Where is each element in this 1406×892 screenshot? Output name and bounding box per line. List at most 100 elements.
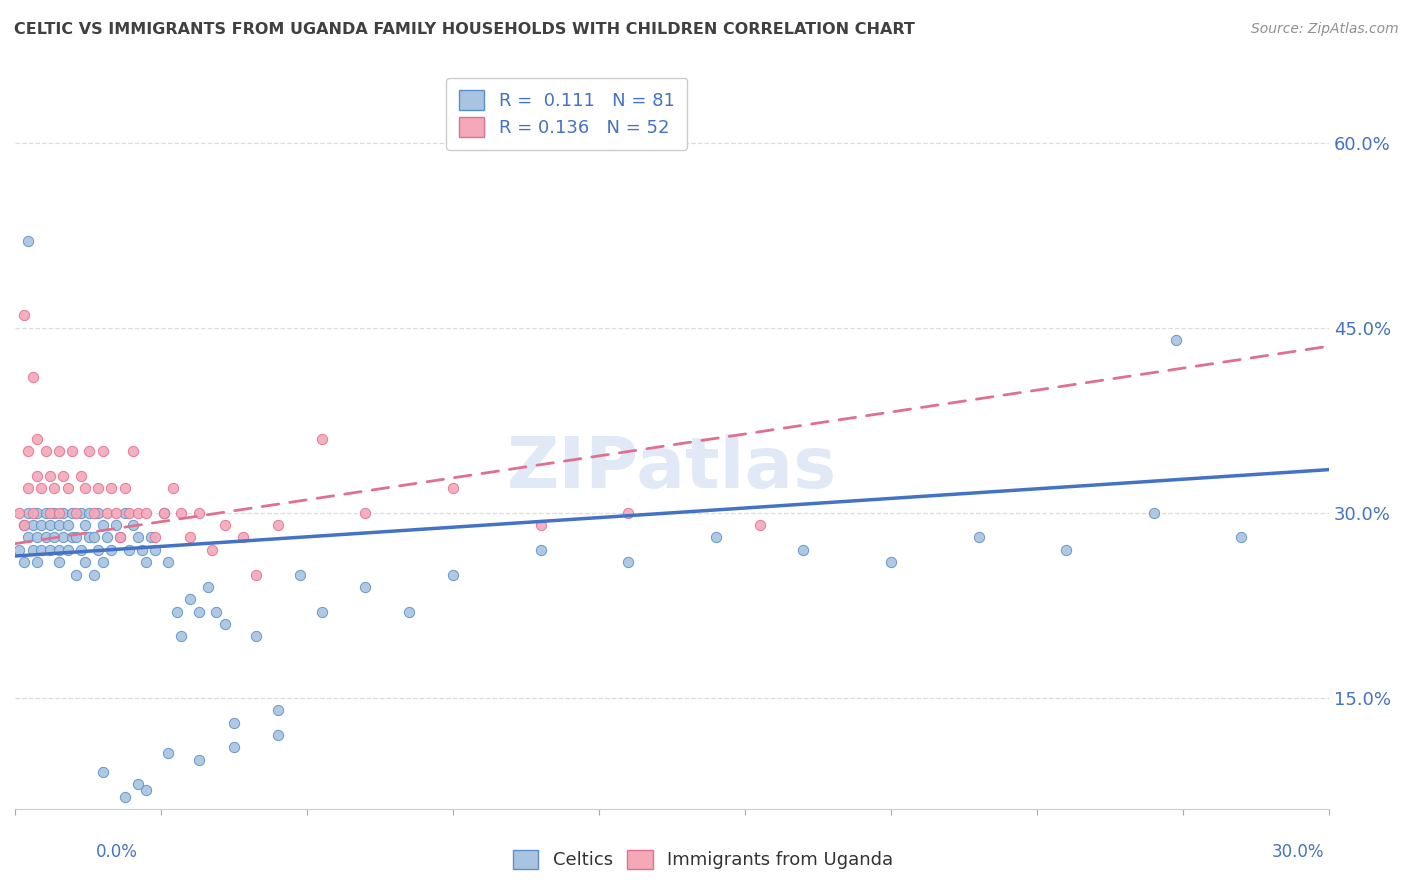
Point <box>52 468 75 483</box>
Point <box>166 605 188 619</box>
Point <box>60 531 83 545</box>
Point <box>143 542 166 557</box>
Point <box>157 555 180 569</box>
Point <box>65 531 87 545</box>
Point <box>75 555 97 569</box>
Point <box>267 518 290 533</box>
Point <box>311 605 333 619</box>
Point <box>354 580 377 594</box>
Point <box>245 567 267 582</box>
Point <box>232 531 254 545</box>
Point <box>205 605 228 619</box>
Point <box>162 481 184 495</box>
Point <box>44 506 66 520</box>
Text: Source: ZipAtlas.com: Source: ZipAtlas.com <box>1251 22 1399 37</box>
Point <box>13 555 35 569</box>
Point <box>157 747 180 761</box>
Point <box>880 555 903 569</box>
Point <box>135 506 157 520</box>
Point <box>25 531 48 545</box>
Point <box>30 518 52 533</box>
Point <box>91 444 114 458</box>
Point <box>122 518 145 533</box>
Point <box>21 370 44 384</box>
Point <box>17 481 39 495</box>
Point <box>704 531 727 545</box>
Point <box>197 580 219 594</box>
Point <box>48 506 70 520</box>
Point <box>13 518 35 533</box>
Point <box>267 703 290 717</box>
Point <box>245 629 267 643</box>
Point <box>75 518 97 533</box>
Point <box>127 506 149 520</box>
Legend: Celtics, Immigrants from Uganda: Celtics, Immigrants from Uganda <box>503 840 903 879</box>
Point <box>108 531 131 545</box>
Point <box>48 555 70 569</box>
Point <box>17 506 39 520</box>
Point <box>131 542 153 557</box>
Point <box>617 506 640 520</box>
Point <box>39 518 62 533</box>
Point <box>311 432 333 446</box>
Point <box>65 506 87 520</box>
Point <box>143 531 166 545</box>
Point <box>56 518 79 533</box>
Point <box>100 542 122 557</box>
Point <box>56 481 79 495</box>
Point <box>188 506 211 520</box>
Point <box>114 506 136 520</box>
Point <box>967 531 990 545</box>
Point <box>17 531 39 545</box>
Point <box>25 506 48 520</box>
Point <box>69 468 91 483</box>
Point <box>87 542 110 557</box>
Point <box>170 506 193 520</box>
Point <box>139 531 162 545</box>
Point <box>48 518 70 533</box>
Point <box>170 629 193 643</box>
Point <box>118 506 141 520</box>
Point <box>25 468 48 483</box>
Point <box>96 506 118 520</box>
Point <box>96 531 118 545</box>
Point <box>153 506 176 520</box>
Point <box>13 518 35 533</box>
Point <box>83 567 105 582</box>
Point <box>529 542 551 557</box>
Point <box>8 542 31 557</box>
Point <box>127 531 149 545</box>
Point <box>69 542 91 557</box>
Point <box>75 481 97 495</box>
Point <box>529 518 551 533</box>
Point <box>1164 333 1187 347</box>
Point <box>52 506 75 520</box>
Text: ZIPatlas: ZIPatlas <box>508 434 837 503</box>
Text: 0.0%: 0.0% <box>96 843 138 861</box>
Point <box>25 555 48 569</box>
Point <box>34 444 56 458</box>
Point <box>39 468 62 483</box>
Point <box>13 309 35 323</box>
Point <box>1143 506 1166 520</box>
Point <box>48 542 70 557</box>
Point <box>83 531 105 545</box>
Point <box>56 542 79 557</box>
Point <box>48 814 70 829</box>
Point <box>114 789 136 804</box>
Point <box>79 444 101 458</box>
Point <box>91 518 114 533</box>
Point <box>79 506 101 520</box>
Point <box>30 481 52 495</box>
Point <box>201 542 224 557</box>
Point <box>34 531 56 545</box>
Point <box>48 444 70 458</box>
Point <box>267 728 290 742</box>
Point <box>179 592 201 607</box>
Point <box>108 531 131 545</box>
Legend: R =  0.111   N = 81, R = 0.136   N = 52: R = 0.111 N = 81, R = 0.136 N = 52 <box>447 78 688 150</box>
Point <box>104 518 127 533</box>
Point <box>748 518 770 533</box>
Point <box>17 235 39 249</box>
Point <box>83 506 105 520</box>
